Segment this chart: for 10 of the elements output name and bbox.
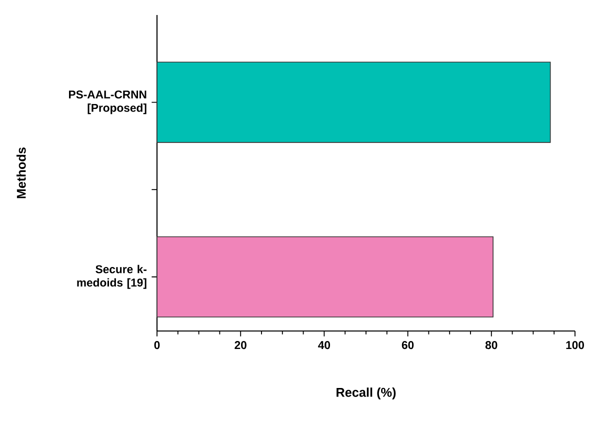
x-tick-label: 80 (485, 341, 498, 350)
x-axis-title: Recall (%) (336, 388, 396, 400)
x-tick-label: 60 (402, 341, 414, 350)
y-tick-label: Secure k-medoids [19] (77, 264, 146, 289)
y-tick-label: PS-AAL-CRNN [Proposed] (69, 90, 146, 114)
x-tick-label: 40 (318, 341, 330, 350)
x-tick-label: 20 (234, 341, 246, 350)
x-tick-label: 100 (566, 341, 584, 350)
x-tick-label: 0 (154, 341, 160, 350)
y-axis-title: Methods (16, 147, 26, 198)
